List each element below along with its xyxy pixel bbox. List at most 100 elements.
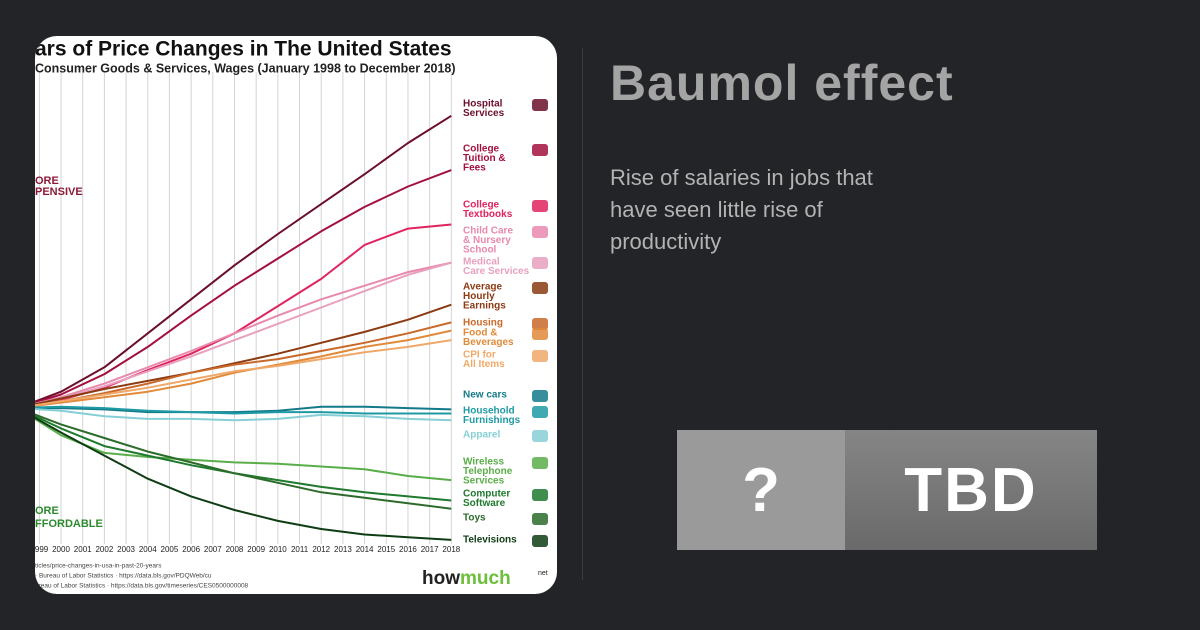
x-tick-label: 2011 [291,545,309,554]
annotation: ORE [35,175,59,187]
x-tick-label: 2007 [204,545,222,554]
legend-label: Telephone [463,466,513,477]
x-tick-label: 2008 [226,545,244,554]
legend-icon [532,99,548,111]
source-text: · Bureau of Labor Statistics · https://d… [35,573,212,580]
x-tick-label: 2005 [161,545,179,554]
x-tick-label: 2013 [334,545,352,554]
legend-icon [532,200,548,212]
series-line [35,413,452,510]
x-tick-label: 1999 [35,545,49,554]
series-line [35,261,452,405]
description: Rise of salaries in jobs that have seen … [610,165,873,254]
legend-label: College [463,200,500,211]
legend-icon [532,350,548,362]
logo-part: how [422,568,460,589]
x-tick-label: 2010 [269,545,287,554]
annotation: FFORDABLE [35,518,103,530]
legend-label: School [463,245,497,256]
legend-label: Average [463,282,503,293]
legend-label: Apparel [463,430,500,441]
legend-label: Earnings [463,301,506,312]
legend-label: Textbooks [463,209,513,220]
source-text: ureau of Labor Statistics · https://data… [35,583,249,590]
legend-icon [532,489,548,501]
legend-label: New cars [463,390,507,401]
legend-label: Tuition & [463,153,506,164]
legend-icon [532,226,548,238]
series-line [35,416,452,541]
series-line [35,405,452,415]
logo: howmuch [422,568,511,589]
x-tick-label: 2016 [399,545,417,554]
legend-label: Hospital [463,99,503,110]
legend-label: Services [463,476,505,487]
legend-label: Housing [463,318,503,329]
legend-label: Furnishings [463,415,521,426]
divider [582,48,583,580]
series-line [35,405,452,414]
series-line [35,339,452,407]
logo-suffix: net [538,570,548,577]
legend-label: All Items [463,359,505,370]
legend-icon [532,318,548,330]
legend-icon [532,282,548,294]
legend-icon [532,390,548,402]
legend-label: Software [463,498,506,509]
legend-label: College [463,144,500,155]
legend-icon [532,457,548,469]
series-line [35,408,452,422]
legend-label: Food & [463,328,497,339]
legend-icon [532,430,548,442]
series-line [35,114,452,403]
legend-label: Child Care [463,226,513,237]
x-tick-label: 2001 [74,545,92,554]
legend-label: Medical [463,257,500,268]
legend-label: CPI for [463,350,496,361]
series-line [35,223,452,406]
x-tick-label: 2003 [117,545,135,554]
x-tick-label: 2009 [247,545,265,554]
series-line [35,303,452,406]
x-tick-label: 2006 [182,545,200,554]
chart-title: ars of Price Changes in The United State… [35,38,452,61]
legend-icon [532,144,548,156]
question-box: ? [677,430,845,550]
annotation: ORE [35,505,59,517]
x-tick-label: 2017 [421,545,439,554]
legend-icon [532,406,548,418]
legend-label: & Nursery [463,235,511,246]
annotation: PENSIVE [35,186,83,198]
chart: 1999200020012002200320042005200620072008… [35,38,548,590]
legend-label: Toys [463,513,486,524]
x-tick-label: 2012 [312,545,330,554]
legend-label: Care Services [463,266,530,277]
series-line [35,329,452,407]
legend-label: Televisions [463,535,517,546]
x-tick-label: 2004 [139,545,157,554]
legend-icon [532,513,548,525]
x-tick-label: 2018 [442,545,460,554]
source-text: ticles/price-changes-in-usa-in-past-20-y… [35,563,162,570]
x-tick-label: 2015 [377,545,395,554]
x-tick-label: 2002 [95,545,113,554]
series-line [35,261,452,406]
legend-label: Beverages [463,337,514,348]
legend-label: Household [463,406,515,417]
legend-icon [532,257,548,269]
logo-part: much [460,568,511,589]
legend-label: Computer [463,489,510,500]
legend-label: Fees [463,163,486,174]
legend-label: Wireless [463,457,504,468]
series-line [35,415,452,502]
chart-subtitle: Consumer Goods & Services, Wages (Januar… [35,61,456,75]
legend-icon [532,535,548,547]
series-line [35,169,452,404]
x-tick-label: 2014 [356,545,374,554]
legend-icon [532,328,548,340]
status-box: TBD [845,430,1097,550]
legend-label: Services [463,108,505,119]
legend-label: Hourly [463,291,495,302]
x-tick-label: 2000 [52,545,70,554]
